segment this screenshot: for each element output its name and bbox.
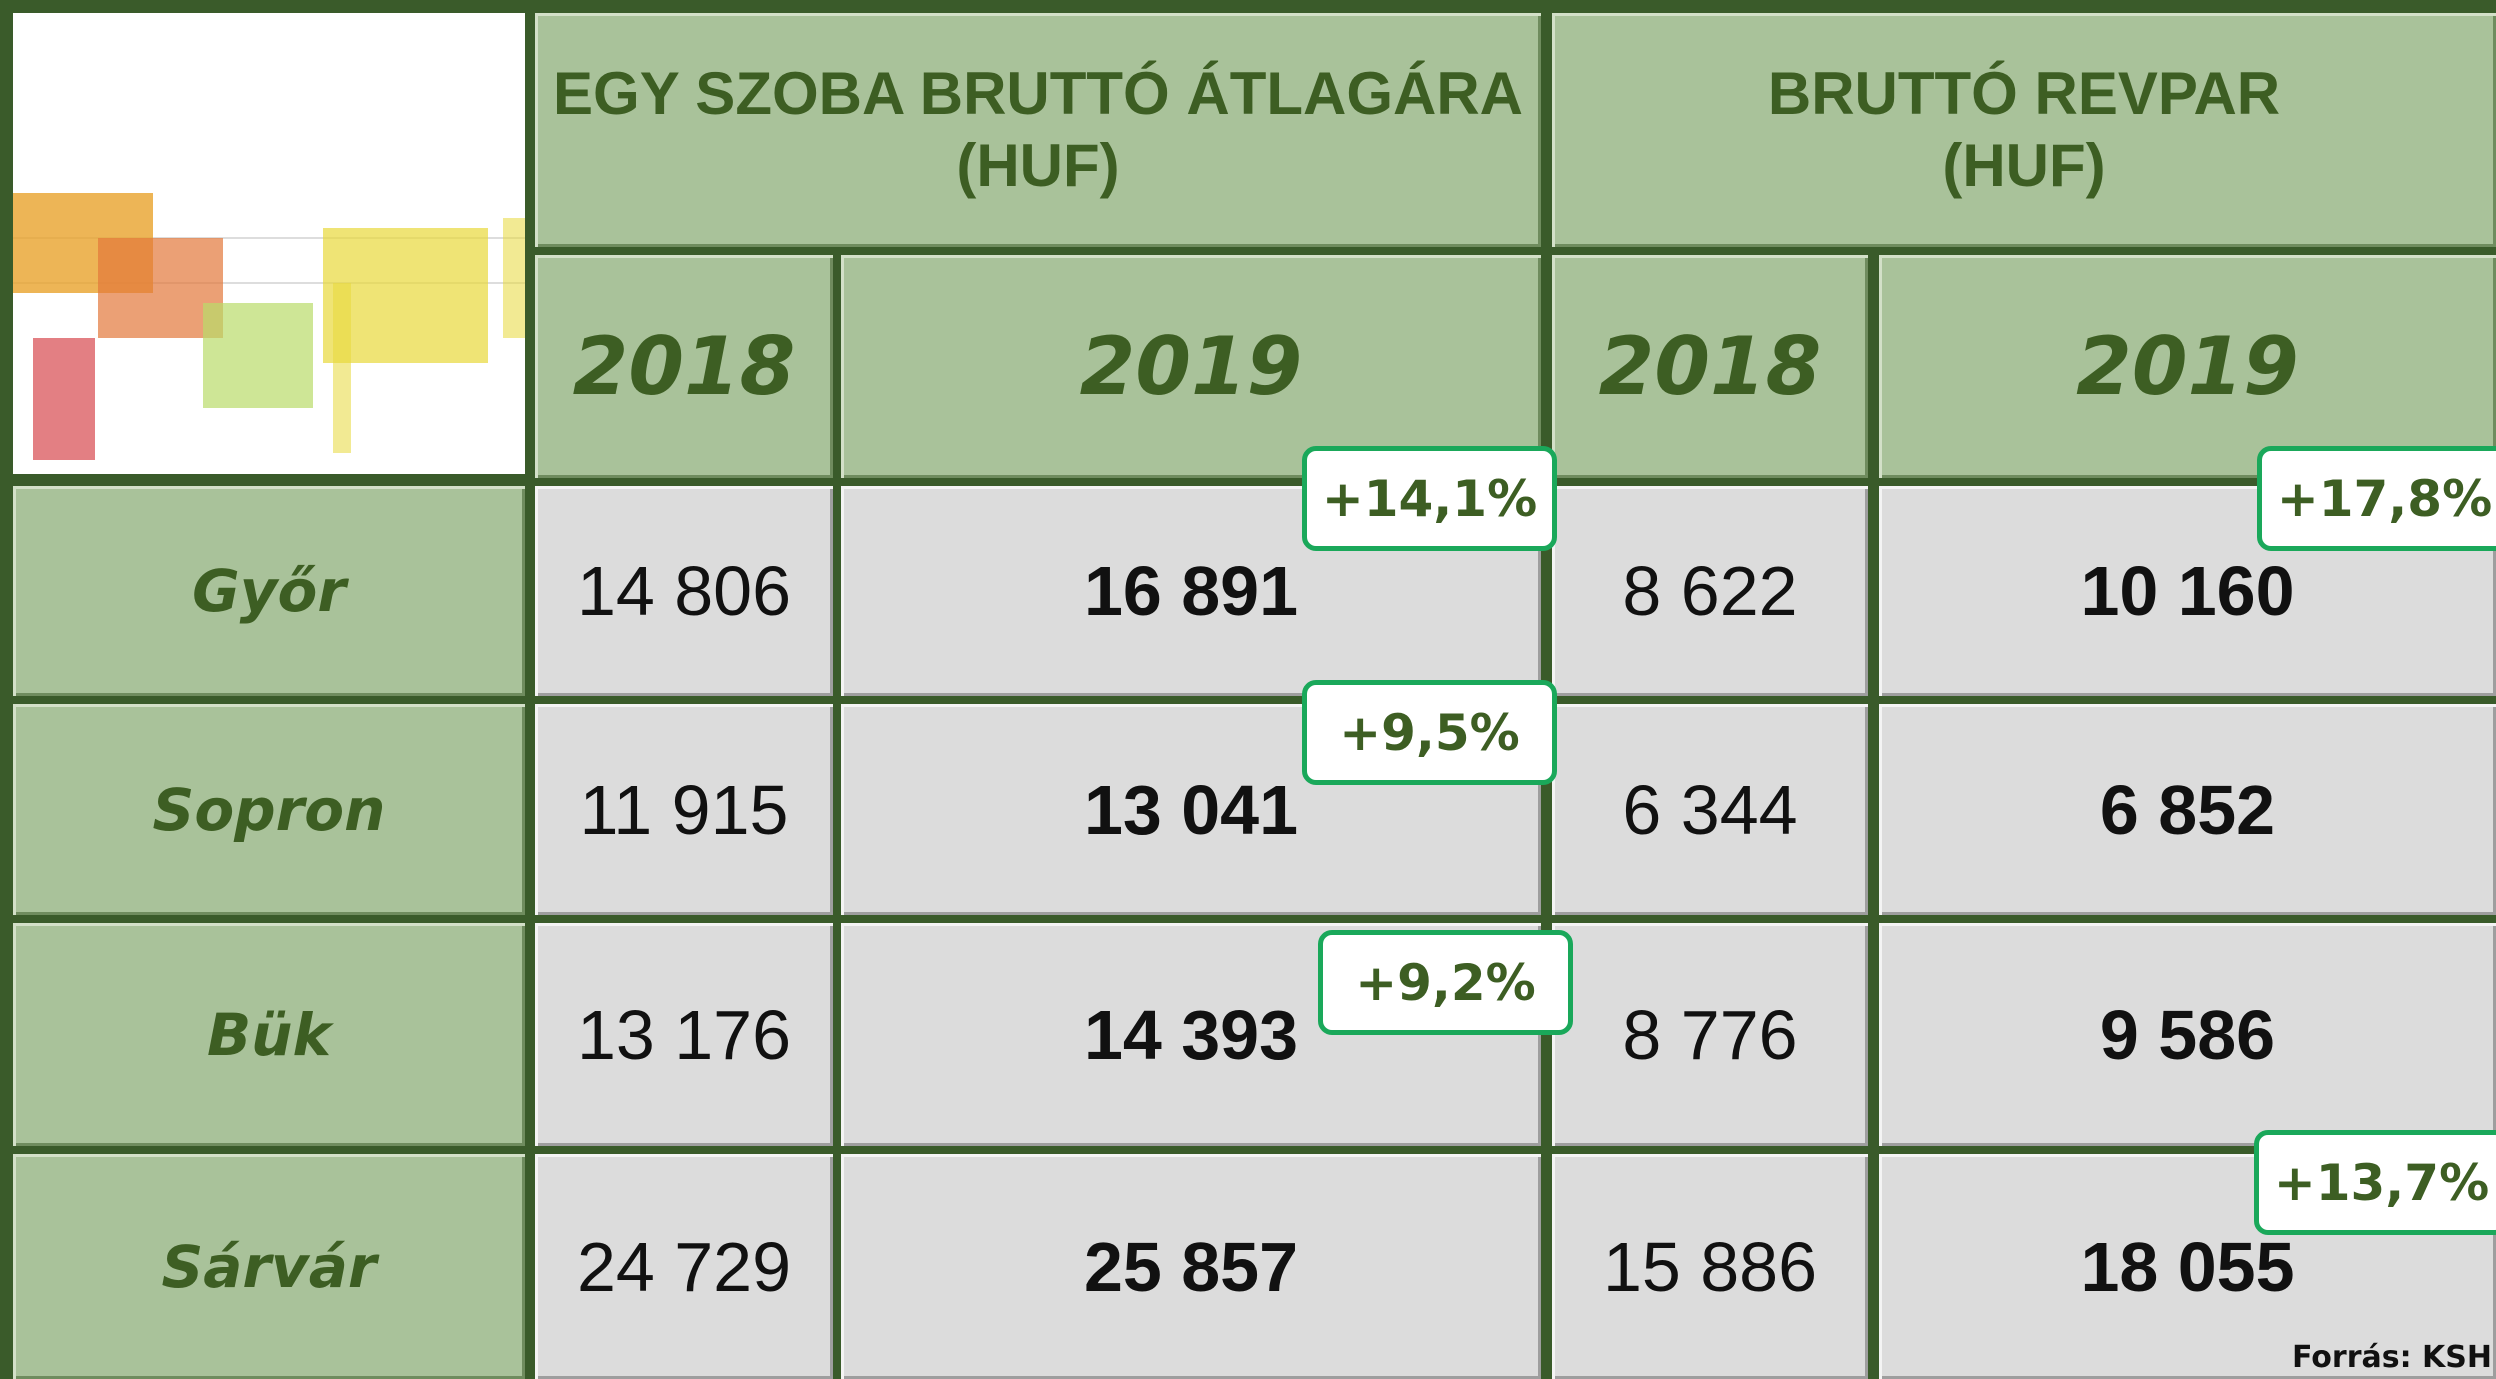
header-line: (HUF) bbox=[1942, 136, 2105, 196]
value-cell: 14 806 bbox=[535, 486, 833, 696]
value-cell: 13 176 bbox=[535, 923, 833, 1146]
value-cell: 8 622 bbox=[1552, 486, 1868, 696]
change-badge: +14,1% bbox=[1302, 446, 1557, 551]
group-header: BRUTTÓ REVPAR (HUF) bbox=[1552, 13, 2496, 247]
year-header: 2019 bbox=[1879, 255, 2496, 478]
group-header: EGY SZOBA BRUTTÓ ÁTLAGÁRA (HUF) bbox=[535, 13, 1541, 247]
header-line: BRUTTÓ REVPAR bbox=[1768, 64, 2280, 124]
value-cell: 9 586 bbox=[1879, 923, 2496, 1146]
city-label: Győr bbox=[13, 486, 525, 696]
header-line: EGY SZOBA BRUTTÓ ÁTLAGÁRA bbox=[553, 64, 1523, 124]
change-badge: +9,5% bbox=[1302, 680, 1557, 785]
change-badge: +13,7% bbox=[2254, 1130, 2496, 1235]
city-label: Sopron bbox=[13, 704, 525, 915]
value-cell: 11 915 bbox=[535, 704, 833, 915]
value-cell: 15 886 bbox=[1552, 1154, 1868, 1379]
header-line: (HUF) bbox=[956, 136, 1119, 196]
change-badge: +9,2% bbox=[1318, 930, 1573, 1035]
change-badge: +17,8% bbox=[2257, 446, 2496, 551]
value-cell: 6 344 bbox=[1552, 704, 1868, 915]
logo bbox=[13, 13, 525, 474]
city-label: Bük bbox=[13, 923, 525, 1146]
value-cell: 25 857 bbox=[841, 1154, 1541, 1379]
value-cell: 6 852 bbox=[1879, 704, 2496, 915]
city-label: Sárvár bbox=[13, 1154, 525, 1379]
year-header: 2018 bbox=[1552, 255, 1868, 478]
value-cell: 24 729 bbox=[535, 1154, 833, 1379]
year-header: 2019 bbox=[841, 255, 1541, 478]
page: {"header":{"groups":[{"lines":["EGY SZOB… bbox=[0, 0, 2496, 1379]
source-note: Forrás: KSH bbox=[2292, 1340, 2492, 1375]
year-header: 2018 bbox=[535, 255, 833, 478]
value-cell: 8 776 bbox=[1552, 923, 1868, 1146]
